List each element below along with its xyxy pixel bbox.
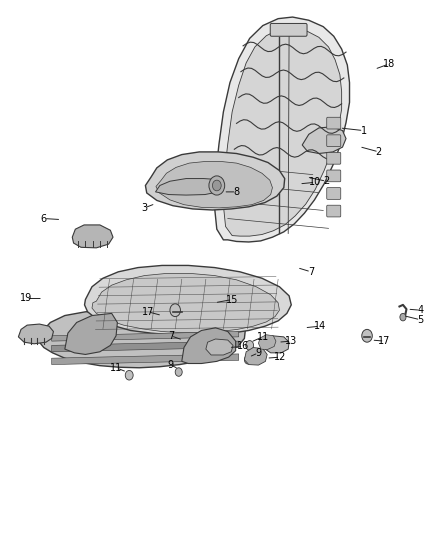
Polygon shape — [72, 225, 113, 248]
Polygon shape — [258, 335, 276, 350]
Polygon shape — [206, 339, 233, 355]
Text: 5: 5 — [417, 315, 424, 325]
FancyBboxPatch shape — [327, 188, 341, 199]
Text: 7: 7 — [308, 267, 314, 277]
Text: 14: 14 — [314, 321, 326, 331]
Circle shape — [400, 313, 406, 321]
Text: 9: 9 — [168, 360, 174, 370]
Text: 9: 9 — [255, 348, 261, 358]
Circle shape — [362, 329, 372, 342]
Polygon shape — [85, 265, 291, 335]
Text: 12: 12 — [274, 352, 286, 362]
FancyBboxPatch shape — [327, 170, 341, 182]
Text: 18: 18 — [383, 59, 395, 69]
Text: 11: 11 — [257, 332, 269, 342]
Text: 8: 8 — [233, 187, 240, 197]
Polygon shape — [182, 328, 236, 364]
Polygon shape — [39, 310, 245, 368]
Polygon shape — [244, 348, 267, 365]
Text: 3: 3 — [141, 203, 148, 213]
Polygon shape — [156, 161, 272, 208]
Circle shape — [170, 304, 180, 317]
Polygon shape — [65, 313, 117, 354]
FancyBboxPatch shape — [327, 117, 341, 129]
Text: 4: 4 — [417, 305, 424, 315]
Polygon shape — [18, 324, 53, 344]
Text: 6: 6 — [41, 214, 47, 223]
Polygon shape — [155, 179, 221, 195]
Text: 11: 11 — [110, 363, 122, 373]
Text: 15: 15 — [226, 295, 238, 304]
Text: 1: 1 — [360, 126, 367, 135]
Polygon shape — [52, 332, 239, 341]
Polygon shape — [215, 17, 350, 242]
Text: 16: 16 — [237, 342, 249, 351]
Polygon shape — [263, 336, 289, 353]
Polygon shape — [145, 152, 285, 210]
FancyBboxPatch shape — [327, 152, 341, 164]
Text: 2: 2 — [323, 176, 329, 186]
Circle shape — [175, 368, 182, 376]
Polygon shape — [302, 127, 346, 154]
Text: 17: 17 — [378, 336, 391, 346]
Text: 2: 2 — [376, 147, 382, 157]
Text: 19: 19 — [20, 294, 32, 303]
FancyBboxPatch shape — [270, 23, 307, 36]
Text: 7: 7 — [168, 331, 174, 341]
Text: 10: 10 — [309, 177, 321, 187]
FancyBboxPatch shape — [327, 205, 341, 217]
Circle shape — [246, 341, 254, 350]
Text: 13: 13 — [285, 336, 297, 346]
Circle shape — [125, 370, 133, 380]
Circle shape — [212, 180, 221, 191]
Polygon shape — [223, 28, 342, 236]
Polygon shape — [52, 341, 239, 352]
Polygon shape — [92, 273, 279, 333]
Circle shape — [209, 176, 225, 195]
Polygon shape — [52, 354, 239, 365]
Text: 17: 17 — [142, 307, 154, 317]
FancyBboxPatch shape — [327, 135, 341, 147]
Circle shape — [244, 356, 251, 364]
